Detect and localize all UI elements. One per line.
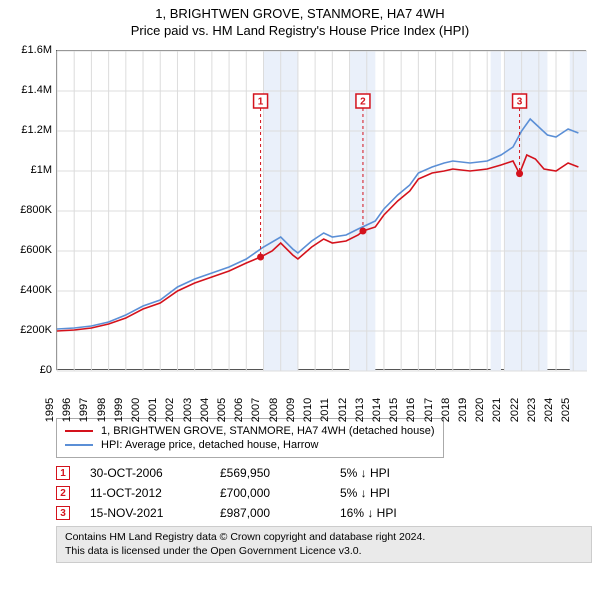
x-tick-label: 2018 (440, 398, 452, 422)
x-tick-label: 2016 (405, 398, 417, 422)
x-tick-label: 2007 (250, 398, 262, 422)
x-tick-label: 1997 (78, 398, 90, 422)
x-tick-label: 2015 (388, 398, 400, 422)
event-delta: 5% ↓ HPI (340, 486, 390, 500)
svg-text:2: 2 (360, 97, 366, 108)
event-date: 30-OCT-2006 (90, 466, 200, 480)
legend-swatch (65, 430, 93, 432)
x-tick-label: 2021 (491, 398, 503, 422)
event-table: 1 30-OCT-2006 £569,950 5% ↓ HPI 2 11-OCT-2012… (56, 466, 592, 520)
legend-label: HPI: Average price, detached house, Harr… (101, 439, 318, 451)
svg-text:1: 1 (258, 97, 264, 108)
chart-title-line2: Price paid vs. HM Land Registry's House … (8, 23, 592, 38)
x-tick-label: 2024 (543, 398, 555, 422)
event-row: 2 11-OCT-2012 £700,000 5% ↓ HPI (56, 486, 592, 500)
x-tick-label: 2020 (474, 398, 486, 422)
x-tick-label: 2014 (371, 398, 383, 422)
event-marker: 2 (56, 486, 70, 500)
plot-region: 1 2 3 (56, 50, 586, 370)
x-tick-label: 1995 (44, 398, 56, 422)
y-tick-label: £1.4M (8, 84, 52, 96)
legend-row: 1, BRIGHTWEN GROVE, STANMORE, HA7 4WH (d… (65, 425, 435, 437)
x-tick-label: 2008 (268, 398, 280, 422)
x-tick-label: 1996 (61, 398, 73, 422)
chart-area: 1 2 3 £0 £200K £400K £600K £800K £1M £1.2M £1.4M £… (8, 42, 592, 412)
x-tick-label: 1999 (113, 398, 125, 422)
y-tick-label: £0 (8, 364, 52, 376)
x-tick-label: 2006 (233, 398, 245, 422)
footer-line1: Contains HM Land Registry data © Crown c… (65, 531, 583, 545)
y-tick-label: £1.2M (8, 124, 52, 136)
x-tick-label: 2002 (164, 398, 176, 422)
x-tick-label: 2013 (354, 398, 366, 422)
event-row: 3 15-NOV-2021 £987,000 16% ↓ HPI (56, 506, 592, 520)
x-tick-label: 2000 (130, 398, 142, 422)
x-tick-label: 2009 (285, 398, 297, 422)
x-tick-label: 1998 (96, 398, 108, 422)
event-marker: 1 (56, 466, 70, 480)
legend: 1, BRIGHTWEN GROVE, STANMORE, HA7 4WH (d… (56, 418, 444, 458)
event-row: 1 30-OCT-2006 £569,950 5% ↓ HPI (56, 466, 592, 480)
y-tick-label: £600K (8, 244, 52, 256)
legend-label: 1, BRIGHTWEN GROVE, STANMORE, HA7 4WH (d… (101, 425, 435, 437)
x-tick-label: 2005 (216, 398, 228, 422)
y-tick-label: £1.6M (8, 44, 52, 56)
footer-attribution: Contains HM Land Registry data © Crown c… (56, 526, 592, 563)
x-tick-label: 2012 (337, 398, 349, 422)
y-tick-label: £1M (8, 164, 52, 176)
chart-title-line1: 1, BRIGHTWEN GROVE, STANMORE, HA7 4WH (8, 6, 592, 21)
x-tick-label: 2017 (423, 398, 435, 422)
x-tick-label: 2022 (509, 398, 521, 422)
event-price: £987,000 (220, 506, 320, 520)
x-tick-label: 2001 (147, 398, 159, 422)
legend-row: HPI: Average price, detached house, Harr… (65, 439, 435, 451)
plot-svg: 1 2 3 (57, 51, 587, 371)
event-date: 11-OCT-2012 (90, 486, 200, 500)
event-delta: 16% ↓ HPI (340, 506, 397, 520)
x-tick-label: 2011 (319, 398, 331, 422)
event-price: £700,000 (220, 486, 320, 500)
x-tick-label: 2004 (199, 398, 211, 422)
event-date: 15-NOV-2021 (90, 506, 200, 520)
event-delta: 5% ↓ HPI (340, 466, 390, 480)
x-tick-label: 2010 (302, 398, 314, 422)
svg-text:3: 3 (517, 97, 523, 108)
x-tick-label: 2025 (560, 398, 572, 422)
event-marker: 3 (56, 506, 70, 520)
footer-line2: This data is licensed under the Open Gov… (65, 545, 583, 559)
x-tick-label: 2019 (457, 398, 469, 422)
y-tick-label: £800K (8, 204, 52, 216)
y-tick-label: £400K (8, 284, 52, 296)
legend-swatch (65, 444, 93, 446)
x-tick-label: 2003 (182, 398, 194, 422)
y-tick-label: £200K (8, 324, 52, 336)
event-price: £569,950 (220, 466, 320, 480)
x-tick-label: 2023 (526, 398, 538, 422)
